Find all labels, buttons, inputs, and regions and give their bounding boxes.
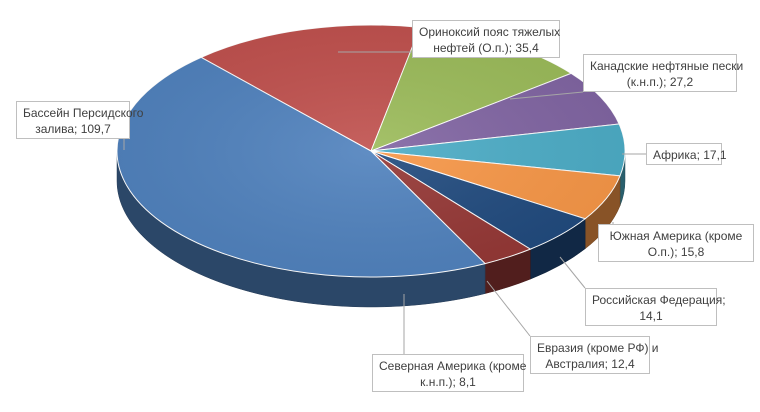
- data-label: Африка; 17,1: [646, 143, 727, 165]
- data-label-line: Африка; 17,1: [653, 148, 727, 162]
- data-label-line: залива; 109,7: [35, 122, 111, 136]
- data-label-line: Бассейн Персидского: [23, 106, 144, 120]
- leader-line: [559, 256, 586, 289]
- data-label: Российская Федерация; 14,1: [585, 288, 726, 326]
- data-label-line: О.п.); 15,8: [647, 245, 705, 259]
- data-label-line: Австралия; 12,4: [545, 357, 635, 371]
- data-label: Евразия (кроме РФ) и Австралия; 12,4: [530, 336, 659, 374]
- data-label: Канадские нефтяные пески (к.н.п.); 27,2: [583, 54, 744, 92]
- data-label-line: 14,1: [639, 309, 663, 323]
- data-label-line: Российская Федерация;: [592, 293, 726, 307]
- data-label-line: Ориноксий пояс тяжелых: [419, 25, 561, 39]
- data-label: Бассейн Персидского залива; 109,7: [16, 101, 144, 139]
- data-label: Северная Америка (кроме к.н.п.); 8,1: [372, 354, 527, 392]
- leader-line: [509, 91, 584, 100]
- leader-line: [486, 280, 531, 337]
- data-label-line: Канадские нефтяные пески: [590, 59, 744, 73]
- data-label-line: Евразия (кроме РФ) и: [537, 341, 659, 355]
- data-label-line: Северная Америка (кроме: [379, 359, 527, 373]
- data-label: Южная Америка (кроме О.п.); 15,8: [598, 224, 754, 262]
- data-label-line: Южная Америка (кроме: [609, 229, 743, 243]
- data-label-line: (к.н.п.); 27,2: [626, 75, 694, 89]
- data-label: Ориноксий пояс тяжелых нефтей (О.п.); 35,…: [412, 20, 560, 58]
- data-label-line: к.н.п.); 8,1: [420, 375, 476, 389]
- data-label-line: нефтей (О.п.); 35,4: [433, 41, 539, 55]
